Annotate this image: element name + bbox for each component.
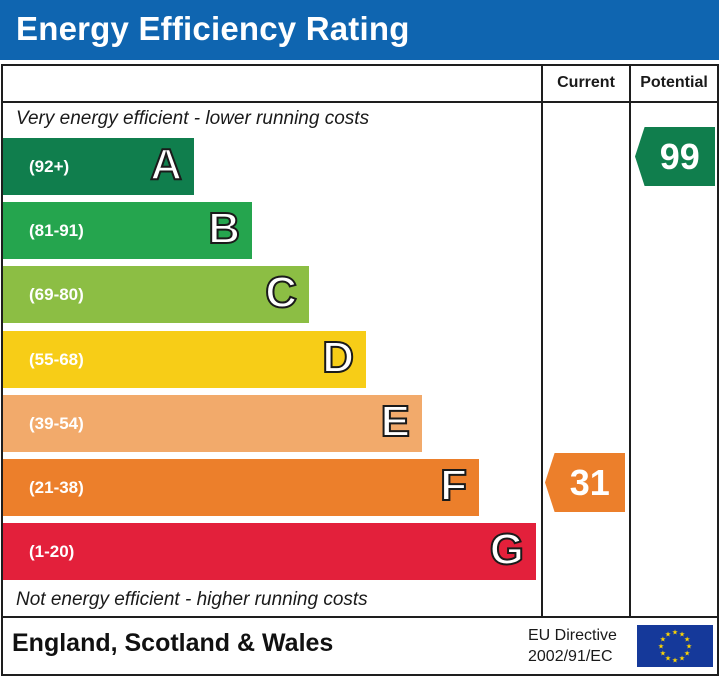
band-f: (21-38) F <box>3 459 479 516</box>
potential-column-divider <box>629 64 631 618</box>
potential-column-header: Potential <box>640 74 708 91</box>
band-range-label: (1-20) <box>29 542 75 561</box>
directive-line2: 2002/91/EC <box>528 648 613 665</box>
band-e: (39-54) E <box>3 395 422 452</box>
directive-line1: EU Directive <box>528 627 617 644</box>
potential-rating-value: 99 <box>659 136 700 177</box>
eu-star-icon: ★ <box>679 630 685 638</box>
band-letter: F <box>439 460 468 511</box>
band-range-label: (55-68) <box>29 350 84 369</box>
band-range-label: (81-91) <box>29 221 84 240</box>
region-label: England, Scotland & Wales <box>12 629 334 657</box>
band-letter: C <box>264 267 298 318</box>
eu-star-icon: ★ <box>658 643 664 651</box>
band-letter: A <box>149 139 183 190</box>
eu-star-icon: ★ <box>672 657 678 665</box>
band-letter: G <box>489 524 525 575</box>
eu-star-icon: ★ <box>679 655 685 663</box>
eu-star-icon: ★ <box>660 636 666 644</box>
band-range-label: (39-54) <box>29 414 84 433</box>
current-column-divider <box>541 64 543 618</box>
band-g: (1-20) G <box>3 523 536 580</box>
band-letter: D <box>321 332 355 383</box>
eu-star-icon: ★ <box>672 629 678 637</box>
band-range-label: (69-80) <box>29 285 84 304</box>
eu-star-icon: ★ <box>660 650 666 658</box>
current-rating-value: 31 <box>569 462 610 503</box>
band-d: (55-68) D <box>3 331 366 388</box>
band-b: (81-91) B <box>3 202 252 259</box>
band-letter: E <box>380 396 411 447</box>
band-c: (69-80) C <box>3 266 309 323</box>
footer-divider <box>1 616 717 618</box>
band-range-label: (21-38) <box>29 478 84 497</box>
eu-star-icon: ★ <box>684 650 690 658</box>
band-letter: B <box>207 203 241 254</box>
bottom-note: Not energy efficient - higher running co… <box>16 589 368 610</box>
eu-star-icon: ★ <box>684 636 690 644</box>
top-note: Very energy efficient - lower running co… <box>16 108 370 129</box>
title-bar: Energy Efficiency Rating <box>0 0 719 60</box>
band-a: (92+) A <box>3 138 194 195</box>
header-divider <box>1 101 717 103</box>
eu-flag-icon: ★ ★ ★ ★ ★ ★ ★ ★ ★ ★ ★ ★ <box>637 625 713 667</box>
eu-star-icon: ★ <box>665 655 671 663</box>
chart-title: Energy Efficiency Rating <box>16 10 410 47</box>
eu-star-icon: ★ <box>665 630 671 638</box>
current-column-header: Current <box>557 74 615 91</box>
band-range-label: (92+) <box>29 157 70 176</box>
eu-star-icon: ★ <box>686 643 692 651</box>
potential-rating-arrow: 99 <box>635 127 715 186</box>
current-rating-arrow: 31 <box>545 453 625 512</box>
